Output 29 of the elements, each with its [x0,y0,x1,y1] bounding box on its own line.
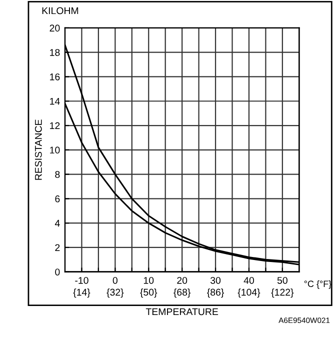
x-tick-label: 40 [244,276,254,284]
y-tick-label: 10 [50,146,60,154]
y-tick-label: 20 [50,24,60,32]
y-tick-label: 12 [50,122,60,130]
chart-title: KILOHM [42,7,78,14]
y-axis-title: RESISTANCE [34,120,42,180]
x2-tick-label: {104} [238,288,260,298]
x2-tick-label: {50} [140,288,158,298]
x2-tick-label: {122} [271,288,294,298]
y-tick-label: 8 [55,171,60,178]
y-tick-label: 16 [50,73,60,80]
x2-tick-label: {14} [73,288,90,298]
text: °C {°F} [304,280,332,289]
y-tick-label: 4 [54,220,60,227]
x-tick-label: 20 [177,276,188,284]
x2-tick-label: {86} [207,288,224,298]
x2-tick-label: {32} [106,288,124,298]
y-tick-label: 0 [55,268,60,276]
y-tick-label: 2 [55,244,60,251]
x2-tick-label: {68} [174,288,191,298]
x-axis-title: TEMPERATURE [146,308,218,316]
x-tick-label: 30 [210,276,221,284]
x-tick-label: 0 [112,276,118,284]
x-tick-label: -10 [75,276,88,284]
x-tick-label: 10 [144,276,154,284]
y-tick-label: 6 [55,195,60,202]
y-tick-label: 14 [50,98,60,105]
y-tick-label: 18 [50,49,60,56]
x-tick-label: 50 [277,276,288,284]
